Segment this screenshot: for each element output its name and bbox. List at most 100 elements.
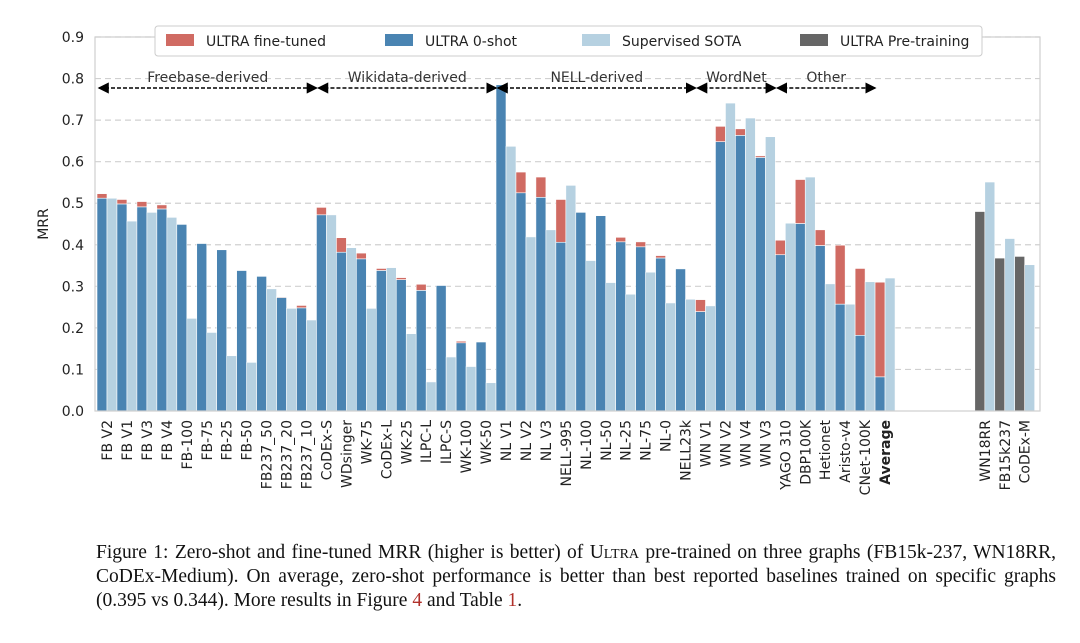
bar-supervised-sota [725, 102, 736, 412]
bar-fine-tuned [715, 126, 726, 143]
y-axis-label: MRR [36, 208, 52, 240]
bar-zero-shot [216, 249, 227, 412]
bar-zero-shot [116, 203, 128, 412]
bar-fine-tuned [655, 255, 666, 259]
bar-supervised-sota [226, 355, 237, 412]
legend-swatch [800, 34, 828, 46]
figure-ref-link[interactable]: 4 [412, 590, 423, 611]
bar-supervised-sota [485, 382, 497, 412]
group-label: Other [806, 70, 846, 86]
x-tick-label: YAGO 310 [778, 420, 794, 491]
x-tick-label: WN V2 [718, 420, 734, 467]
bar-supervised-sota [765, 136, 776, 412]
bar-supervised-sota [585, 260, 597, 412]
x-tick-label: DBP100K [798, 419, 814, 485]
x-tick-label: WDsinger [339, 420, 355, 488]
bar-zero-shot [555, 241, 567, 412]
bar-supervised-sota [385, 267, 397, 412]
bar-supervised-sota [645, 271, 656, 412]
y-tick-label: 0.0 [62, 404, 84, 420]
y-tick-label: 0.4 [62, 238, 84, 254]
bar-fine-tuned [535, 176, 547, 198]
x-tick-label: WN V1 [699, 420, 715, 467]
x-tick-label: CoDEx-S [319, 420, 335, 480]
bar-zero-shot [176, 224, 188, 412]
x-tick-label: WK-100 [459, 420, 475, 473]
group-label: NELL-derived [550, 70, 643, 86]
x-tick-label: FB-50 [240, 420, 256, 461]
x-tick-label: FB V3 [140, 420, 156, 461]
x-tick-label: FB15k237 [998, 420, 1014, 490]
x-tick-label: WN V3 [758, 420, 774, 467]
bar-zero-shot [695, 311, 706, 412]
legend-label: ULTRA Pre-training [840, 34, 969, 50]
bar-fine-tuned [874, 281, 886, 378]
x-tick-label: FB V2 [100, 420, 116, 461]
y-tick-label: 0.3 [62, 279, 84, 295]
x-tick-label: FB V1 [120, 420, 136, 461]
bar-supervised-sota [166, 217, 178, 412]
bar-supervised-sota [605, 282, 617, 412]
bar-zero-shot [575, 212, 587, 412]
legend-swatch [166, 34, 194, 46]
bar-fine-tuned [375, 268, 387, 271]
figure-caption: Figure 1: Zero-shot and fine-tuned MRR (… [96, 542, 1056, 611]
x-tick-label: NL-50 [599, 420, 615, 461]
bar-supervised-sota [665, 302, 676, 412]
bar-zero-shot [715, 141, 726, 412]
y-tick-label: 0.8 [62, 72, 84, 88]
y-tick-label: 0.5 [62, 196, 84, 212]
group-label: Wikidata-derived [348, 70, 467, 86]
bar-supervised-sota [745, 117, 756, 412]
bar-fine-tuned [136, 201, 148, 208]
y-tick-label: 0.2 [62, 321, 84, 337]
bar-zero-shot [515, 192, 527, 412]
x-tick-label: FB V4 [160, 420, 176, 461]
bar-fine-tuned [695, 299, 706, 312]
y-tick-label: 0.7 [62, 113, 84, 129]
bar-zero-shot [375, 270, 387, 412]
bar-zero-shot [256, 276, 267, 412]
bar-supervised-sota [565, 185, 577, 412]
bar-supervised-sota [246, 362, 257, 412]
bar-pretraining [974, 211, 986, 412]
bar-zero-shot [196, 243, 208, 412]
bar-supervised-sota [824, 283, 836, 412]
bar-zero-shot [535, 197, 547, 412]
bar-zero-shot [854, 335, 866, 412]
y-tick-label: 0.9 [62, 30, 84, 46]
bar-supervised-sota [685, 298, 696, 412]
bar-zero-shot [415, 290, 427, 412]
bar-supervised-sota [146, 212, 158, 412]
bar-supervised-sota [306, 319, 317, 412]
bar-supervised-sota [266, 288, 277, 412]
bar-fine-tuned [415, 283, 427, 291]
bar-zero-shot [635, 246, 646, 412]
legend-box [154, 25, 983, 57]
bar-fine-tuned [296, 305, 307, 309]
group-label: WordNet [706, 70, 767, 86]
bar-supervised-sota [405, 333, 417, 412]
bar-fine-tuned [515, 171, 527, 194]
bar-zero-shot [774, 254, 786, 412]
bar-fine-tuned [735, 128, 746, 136]
x-tick-label: FB237_20 [280, 420, 296, 489]
y-tick-label: 0.6 [62, 155, 84, 171]
bar-zero-shot [356, 258, 367, 412]
bar-zero-shot [834, 303, 846, 412]
bar-supervised-sota [465, 366, 477, 412]
bar-supervised-sota [1024, 264, 1035, 412]
x-tick-label: NL V2 [519, 420, 535, 461]
bar-zero-shot [455, 342, 467, 412]
table-ref-link[interactable]: 1 [507, 590, 518, 611]
bar-supervised-sota [864, 281, 876, 412]
bar-fine-tuned [156, 204, 168, 210]
bar-supervised-sota [984, 181, 996, 412]
bar-zero-shot [395, 279, 407, 412]
x-tick-label: NL-25 [619, 420, 635, 461]
legend-label: Supervised SOTA [622, 34, 742, 50]
bar-zero-shot [655, 257, 666, 412]
x-tick-label: ILPC-L [419, 420, 435, 463]
bar-supervised-sota [326, 214, 337, 412]
